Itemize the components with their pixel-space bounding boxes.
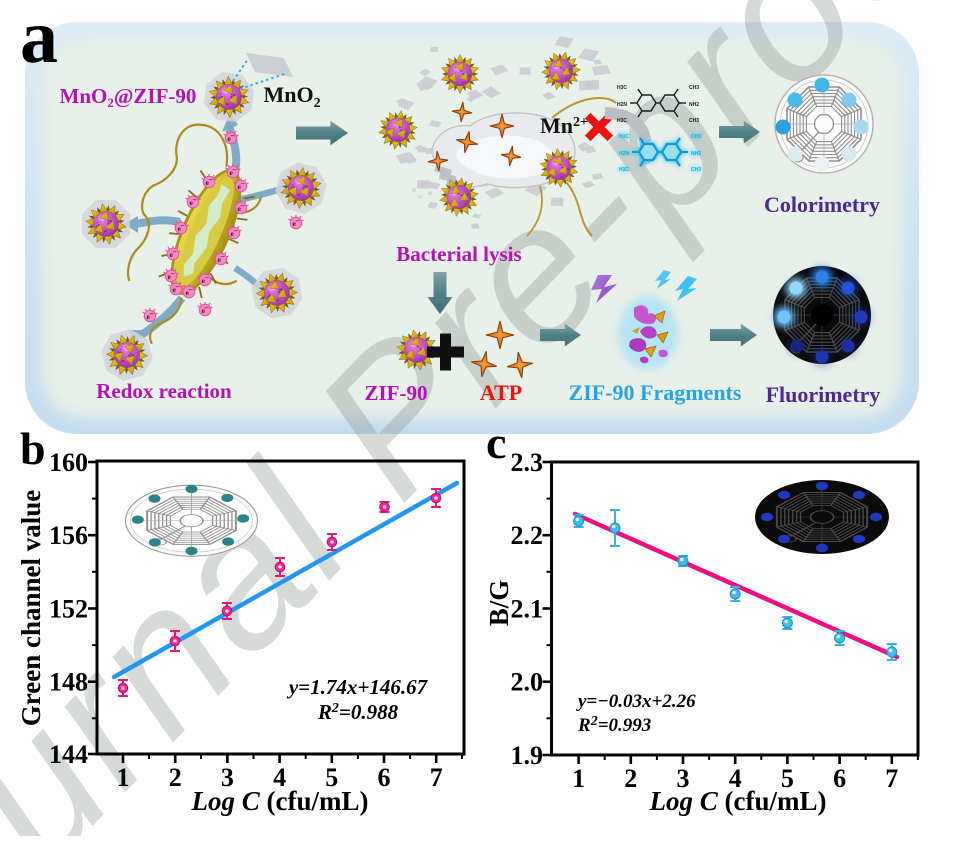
svg-text:H3C: H3C — [617, 118, 627, 124]
svg-text:R2=0.988: R2=0.988 — [317, 700, 399, 724]
svg-text:H2N: H2N — [619, 151, 629, 157]
svg-text:Fluorimetry: Fluorimetry — [766, 382, 881, 407]
svg-text:a: a — [20, 0, 58, 79]
svg-text:5: 5 — [325, 763, 338, 792]
svg-text:MnO2: MnO2 — [263, 82, 320, 111]
svg-text:Bacterial lysis: Bacterial lysis — [396, 242, 521, 266]
svg-text:156: 156 — [49, 521, 88, 550]
svg-text:H3C: H3C — [619, 167, 629, 173]
svg-text:1.9: 1.9 — [511, 741, 544, 770]
svg-text:4: 4 — [729, 764, 742, 793]
svg-text:Redox reaction: Redox reaction — [96, 379, 232, 403]
svg-text:ZIF-90: ZIF-90 — [365, 381, 428, 405]
svg-text:160: 160 — [49, 448, 88, 477]
svg-text:3: 3 — [677, 764, 690, 793]
svg-text:6: 6 — [833, 764, 846, 793]
svg-text:H2N: H2N — [617, 102, 627, 108]
svg-text:H3C: H3C — [617, 85, 627, 91]
svg-text:CH3: CH3 — [691, 167, 701, 173]
svg-text:2: 2 — [169, 763, 182, 792]
svg-text:ZIF-90 Fragments: ZIF-90 Fragments — [569, 380, 742, 405]
svg-text:1: 1 — [572, 764, 585, 793]
svg-text:H3C: H3C — [619, 134, 629, 140]
svg-text:6: 6 — [378, 763, 391, 792]
svg-text:148: 148 — [49, 668, 88, 697]
svg-text:y=−0.03x+2.26: y=−0.03x+2.26 — [576, 691, 696, 712]
svg-text:NH2: NH2 — [689, 102, 699, 108]
svg-text:7: 7 — [885, 764, 898, 793]
svg-text:NH2: NH2 — [691, 151, 701, 157]
svg-text:b: b — [20, 423, 46, 474]
svg-text:2.2: 2.2 — [511, 521, 544, 550]
svg-text:7: 7 — [430, 763, 443, 792]
svg-text:Green channel value: Green channel value — [16, 490, 46, 727]
svg-text:CH3: CH3 — [689, 85, 699, 91]
svg-text:152: 152 — [49, 595, 88, 624]
svg-text:3: 3 — [221, 763, 234, 792]
svg-text:c: c — [486, 417, 506, 468]
svg-text:R2=0.993: R2=0.993 — [577, 714, 651, 736]
svg-text:Log C (cfu/mL): Log C (cfu/mL) — [191, 786, 369, 816]
svg-text:CH3: CH3 — [689, 118, 699, 124]
svg-text:2.3: 2.3 — [511, 448, 544, 477]
svg-text:2.1: 2.1 — [511, 595, 544, 624]
svg-text:B/G: B/G — [484, 580, 514, 627]
svg-text:4: 4 — [273, 763, 286, 792]
svg-text:5: 5 — [781, 764, 794, 793]
svg-text:144: 144 — [49, 740, 88, 769]
svg-text:MnO2@ZIF-90: MnO2@ZIF-90 — [60, 84, 197, 110]
svg-text:Log C (cfu/mL): Log C (cfu/mL) — [649, 786, 827, 816]
svg-text:ATP: ATP — [480, 380, 522, 405]
svg-text:1: 1 — [117, 763, 130, 792]
svg-text:2: 2 — [624, 764, 637, 793]
svg-text:y=1.74x+146.67: y=1.74x+146.67 — [286, 675, 429, 699]
svg-text:2.0: 2.0 — [511, 668, 544, 697]
svg-text:CH3: CH3 — [691, 134, 701, 140]
svg-text:Colorimetry: Colorimetry — [764, 192, 880, 217]
